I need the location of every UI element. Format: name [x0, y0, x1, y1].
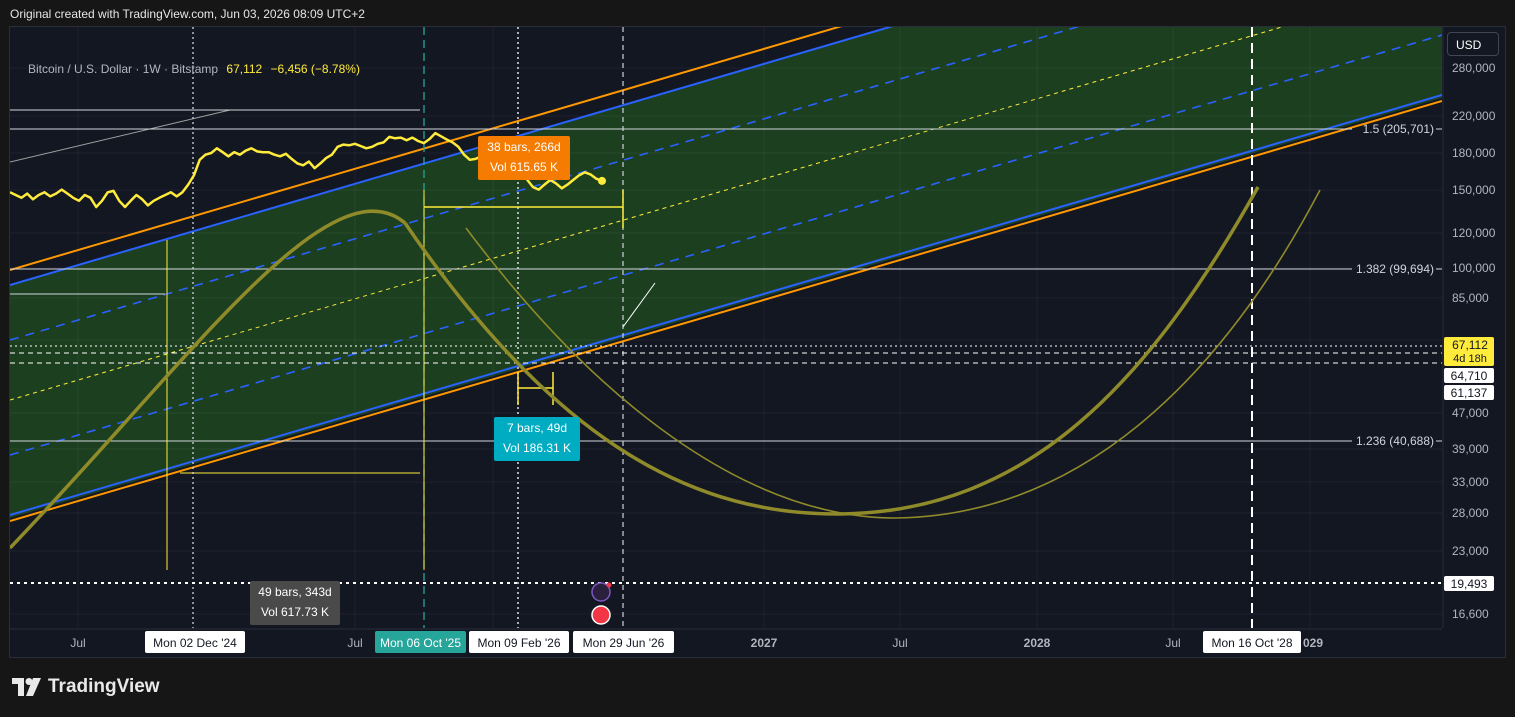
price-label-61137-bg	[1444, 385, 1494, 400]
measure-box-vol: Vol 615.65 K	[490, 160, 558, 174]
event-icon-us-flag	[591, 605, 611, 625]
date-label: Mon 06 Oct '25	[380, 636, 461, 650]
pointer-arrow	[622, 282, 656, 328]
price-label-19493-bg	[1444, 576, 1494, 591]
date-label-bg	[469, 631, 569, 653]
y-tick-label: 85,000	[1452, 291, 1489, 305]
x-tick-label: Jul	[892, 636, 907, 650]
measure-box-bars: 7 bars, 49d	[507, 421, 567, 435]
measure-box-vol: Vol 617.73 K	[261, 605, 329, 619]
event-icon-dot	[606, 582, 612, 588]
y-tick-label: 100,000	[1452, 261, 1496, 275]
price-label-19493: 19,493	[1451, 577, 1488, 591]
bottom-curve-secondary	[465, 189, 1321, 519]
x-tick-label: Jul	[70, 636, 85, 650]
price-label-64710-bg	[1444, 368, 1494, 383]
event-icon-crypto	[591, 582, 611, 602]
date-label: Mon 09 Feb '26	[477, 636, 560, 650]
fib-level-label: 1.382 (99,694)	[1356, 262, 1434, 276]
price-change: −6,456 (−8.78%)	[270, 62, 360, 76]
y-tick-label: 39,000	[1452, 442, 1489, 456]
y-tick-label: 23,000	[1452, 544, 1489, 558]
trend-line-grey	[10, 109, 231, 163]
fib-level-label: 1.5 (205,701)	[1363, 122, 1434, 136]
channel-top-blue	[10, 27, 894, 286]
channel-inner-dash-high	[10, 27, 1081, 341]
last-price: 67,112	[226, 62, 263, 76]
date-label: Mon 02 Dec '24	[153, 636, 237, 650]
price-chart[interactable]: 1.5 (205,701) 1.382 (99,694) 1.236 (40,688…	[10, 27, 1505, 657]
symbol-title: Bitcoin / U.S. Dollar · 1W · Bitstamp	[28, 62, 219, 76]
measure-box-bars: 49 bars, 343d	[258, 585, 331, 599]
date-label: Mon 16 Oct '28	[1212, 636, 1293, 650]
tradingview-logo: TradingView	[12, 676, 160, 698]
channel-bottom-orange	[10, 100, 1442, 522]
tradingview-logo-icon	[12, 678, 41, 696]
y-tick-label: 33,000	[1452, 475, 1489, 489]
measure-box-bg	[478, 136, 570, 180]
channel-fill	[10, 27, 1442, 518]
plot-area	[10, 27, 1442, 628]
x-tick-label: 2028	[1024, 636, 1051, 650]
currency-button[interactable]: USD	[1447, 32, 1499, 56]
channel-median-dash	[10, 27, 1284, 401]
price-label-countdown: 4d 18h	[1453, 353, 1487, 365]
channel-bottom-blue	[10, 94, 1442, 516]
x-tick-label: Jul	[347, 636, 362, 650]
bottom-curve-main	[403, 186, 1260, 516]
date-label-bg	[573, 631, 674, 653]
price-label-last: 67,112	[1452, 338, 1488, 352]
y-tick-label: 150,000	[1452, 183, 1496, 197]
y-tick-label: 28,000	[1452, 506, 1489, 520]
price-label-61137: 61,137	[1451, 386, 1488, 400]
date-label-bg	[375, 631, 466, 653]
date-label-bg	[1203, 631, 1301, 653]
price-label-64710: 64,710	[1451, 369, 1488, 383]
last-price-dot	[598, 176, 606, 185]
chart-frame[interactable]: 1.5 (205,701) 1.382 (99,694) 1.236 (40,688…	[9, 26, 1506, 658]
measure-box-bars: 38 bars, 266d	[487, 140, 560, 154]
y-tick-label: 220,000	[1452, 109, 1496, 123]
channel-inner-dash-low	[10, 34, 1442, 456]
decline-curve-start	[10, 209, 407, 550]
channel-top-orange	[10, 27, 843, 271]
fib-level-label: 1.236 (40,688)	[1356, 434, 1434, 448]
price-label-last-bg	[1444, 337, 1494, 366]
y-tick-label: 16,600	[1452, 607, 1489, 621]
y-tick-label: 120,000	[1452, 226, 1496, 240]
x-tick-label: 2027	[751, 636, 778, 650]
measure-box-vol: Vol 186.31 K	[503, 441, 571, 455]
measure-box-bg	[250, 581, 340, 625]
symbol-legend: Bitcoin / U.S. Dollar · 1W · Bitstamp 67…	[28, 62, 360, 76]
tradingview-logo-text: TradingView	[48, 676, 160, 697]
measure-box-bg	[494, 417, 580, 461]
x-tick-label-partial: 029	[1303, 636, 1323, 650]
y-tick-label: 180,000	[1452, 146, 1496, 160]
date-label: Mon 29 Jun '26	[583, 636, 665, 650]
x-tick-label: Jul	[1165, 636, 1180, 650]
y-tick-label: 47,000	[1452, 406, 1489, 420]
y-tick-label: 280,000	[1452, 61, 1496, 75]
chart-caption: Original created with TradingView.com, J…	[10, 7, 365, 21]
date-label-bg	[145, 631, 245, 653]
